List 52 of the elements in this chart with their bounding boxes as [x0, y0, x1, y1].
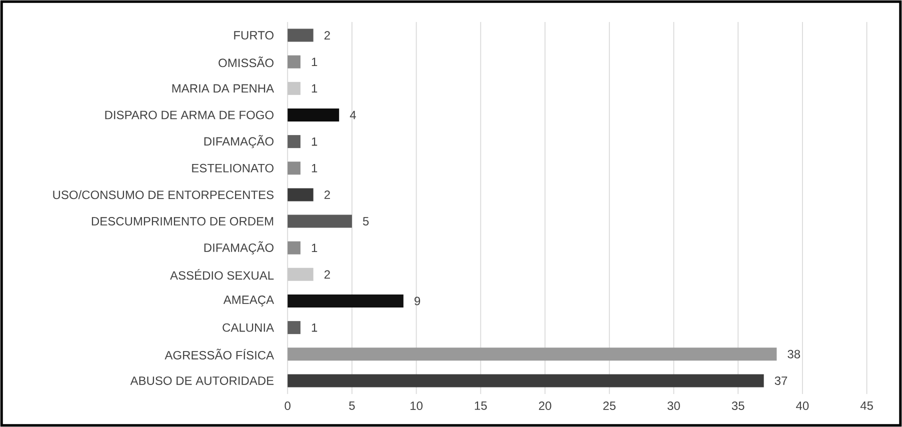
bar: [288, 55, 300, 68]
data-label: 1: [312, 58, 318, 66]
bar: [288, 241, 300, 254]
y-tick-label: DISPARO DE ARMA DE FOGO: [105, 110, 274, 120]
x-tick-label: 30: [668, 402, 680, 410]
bar: [288, 82, 300, 95]
data-label: 5: [362, 217, 369, 226]
y-tick-label: OMISSÃO: [218, 56, 274, 68]
data-label: 2: [324, 190, 330, 199]
y-tick-label: ASSÉDIO SEXUAL: [170, 269, 274, 280]
x-tick-label: 10: [410, 402, 423, 410]
x-tick-label: 15: [474, 402, 487, 410]
data-label: 1: [312, 84, 318, 93]
data-label: 1: [312, 244, 318, 252]
y-tick-label: DIFAMAÇÃO: [204, 241, 274, 254]
data-label: 38: [788, 350, 800, 358]
y-tick-label: DESCUMPRIMENTO DE ORDEM: [92, 217, 274, 226]
y-tick-label: USO/CONSUMO DE ENTORPECENTES: [53, 190, 274, 200]
y-tick-label: DIFAMAÇÃO: [204, 135, 274, 148]
data-label: 37: [774, 376, 788, 385]
x-tick-label: 45: [860, 402, 873, 410]
y-tick-label: AGRESSÃO FÍSICA: [164, 348, 274, 360]
bar: [288, 374, 764, 388]
x-tick-label: 40: [796, 402, 809, 410]
bar: [288, 321, 300, 334]
data-label: 2: [324, 31, 330, 40]
x-tick-label: 0: [284, 402, 290, 410]
y-tick-label: AMEAÇA: [223, 296, 274, 306]
bar: [288, 188, 314, 202]
x-tick-label: 5: [349, 402, 355, 410]
bar: [288, 268, 314, 281]
y-tick-label: MARIA DA PENHA: [172, 84, 274, 93]
data-label: 2: [324, 270, 330, 279]
bar: [288, 214, 352, 228]
bar: [288, 294, 404, 308]
bar: [288, 348, 777, 361]
y-tick-label: ABUSO DE AUTORIDADE: [130, 376, 274, 385]
data-label: 4: [350, 110, 356, 120]
data-label: 1: [312, 137, 318, 146]
data-label: 1: [312, 323, 318, 332]
y-tick-label: ESTELIONATO: [192, 164, 274, 172]
x-tick-label: 20: [538, 402, 552, 410]
bar: [288, 28, 314, 42]
bar: [288, 135, 300, 148]
bar: [288, 108, 340, 122]
data-label: 9: [414, 296, 420, 306]
x-tick-label: 25: [603, 402, 616, 410]
y-tick-label: FURTO: [234, 31, 274, 40]
bar: [288, 162, 300, 175]
x-tick-label: 35: [732, 402, 744, 410]
y-tick-label: CALUNIA: [222, 323, 274, 332]
data-label: 1: [312, 164, 318, 172]
